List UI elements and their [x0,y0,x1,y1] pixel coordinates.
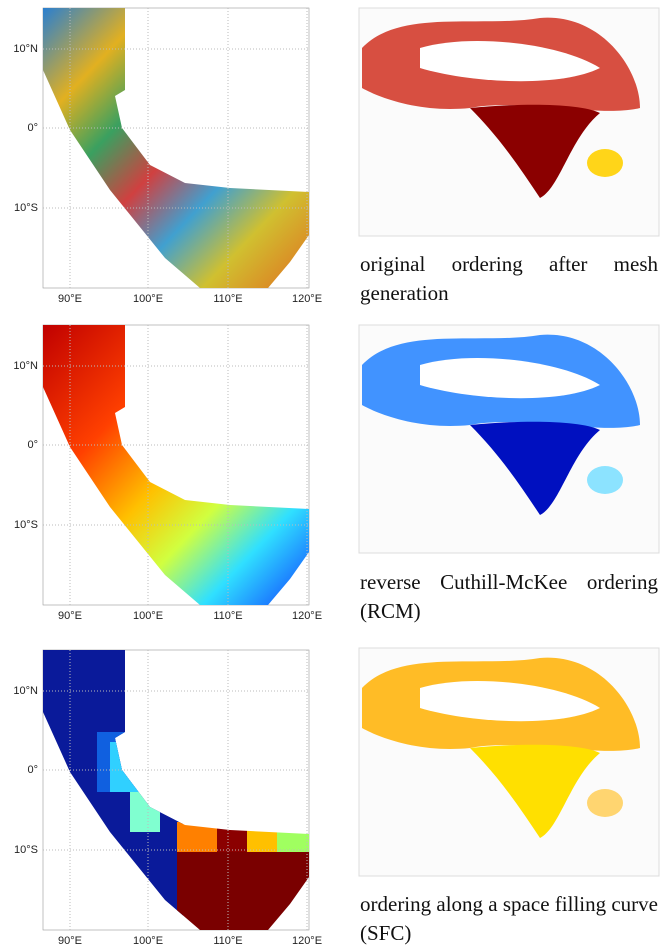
x-tick-label: 110°E [213,935,242,947]
mesh-region [43,325,309,605]
caption: original ordering after mesh generation [360,250,658,308]
x-tick-label: 100°E [133,935,163,947]
y-tick-label: 10°N [13,360,38,372]
block [130,792,160,832]
y-tick-label: 10°S [14,202,38,214]
x-tick-label: 120°E [292,935,322,947]
figure: 10°N 0° 10°S 90°E 100°E 110°E 120°E 10°N 0° 10°S 9… [0,0,665,948]
x-tick-label: 120°E [292,610,322,622]
mesh-region [43,8,309,288]
mesh-blob [587,466,623,494]
y-tick-label: 10°N [13,685,38,697]
x-tick-label: 90°E [58,293,82,305]
caption: ordering along a space filling curve (SF… [360,890,658,948]
block [247,822,277,852]
x-tick-label: 90°E [58,610,82,622]
y-tick-label: 0° [27,764,38,776]
x-tick-label: 110°E [213,610,242,622]
x-tick-label: 100°E [133,293,163,305]
blocks [43,650,309,932]
block [277,822,309,852]
x-tick-label: 90°E [58,935,82,947]
y-tick-label: 0° [27,439,38,451]
mesh-blob [587,149,623,177]
mesh-blob [587,789,623,817]
y-tick-label: 10°N [13,43,38,55]
figure-svg: 10°N 0° 10°S 90°E 100°E 110°E 120°E 10°N 0° 10°S 9… [0,0,665,948]
y-tick-label: 0° [27,122,38,134]
y-tick-label: 10°S [14,844,38,856]
y-tick-label: 10°S [14,519,38,531]
x-tick-label: 100°E [133,610,163,622]
block [110,742,140,792]
block [177,852,309,932]
x-tick-label: 120°E [292,293,322,305]
x-tick-label: 110°E [213,293,242,305]
caption: reverse Cuthill-McKee ordering (RCM) [360,568,658,626]
